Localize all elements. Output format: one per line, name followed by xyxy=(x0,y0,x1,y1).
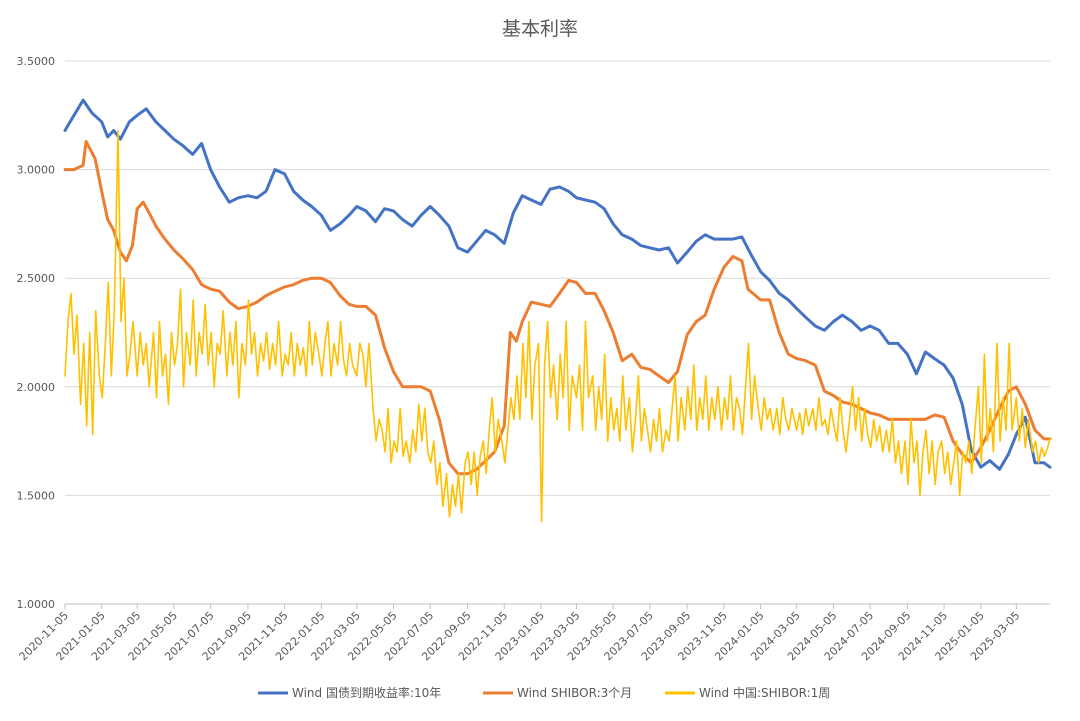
grid-lines xyxy=(65,60,1050,605)
legend: Wind 国债到期收益率:10年 Wind SHIBOR:3个月 Wind 中国:S… xyxy=(258,685,830,700)
y-tick-label: 1.0000 xyxy=(17,598,56,611)
chart-title: 基本利率 xyxy=(502,18,578,40)
y-tick-label: 2.0000 xyxy=(17,381,56,394)
y-axis: 1.0000 1.5000 2.0000 2.5000 3.0000 3.5000 xyxy=(17,55,56,611)
series-line-1 xyxy=(63,98,1052,471)
series-line-3 xyxy=(64,129,1051,523)
y-tick-label: 3.0000 xyxy=(17,164,56,177)
y-tick-label: 3.5000 xyxy=(17,55,56,68)
y-tick-label: 2.5000 xyxy=(17,272,56,285)
series-line-2 xyxy=(63,139,1052,476)
y-tick-label: 1.5000 xyxy=(17,489,56,502)
legend-label: Wind 中国:SHIBOR:1周 xyxy=(699,685,830,700)
x-axis: 2020-11-052021-01-052021-03-052021-05-05… xyxy=(17,604,1022,663)
series-lines xyxy=(63,98,1052,523)
legend-label: Wind 国债到期收益率:10年 xyxy=(292,685,441,700)
legend-label: Wind SHIBOR:3个月 xyxy=(517,686,632,700)
